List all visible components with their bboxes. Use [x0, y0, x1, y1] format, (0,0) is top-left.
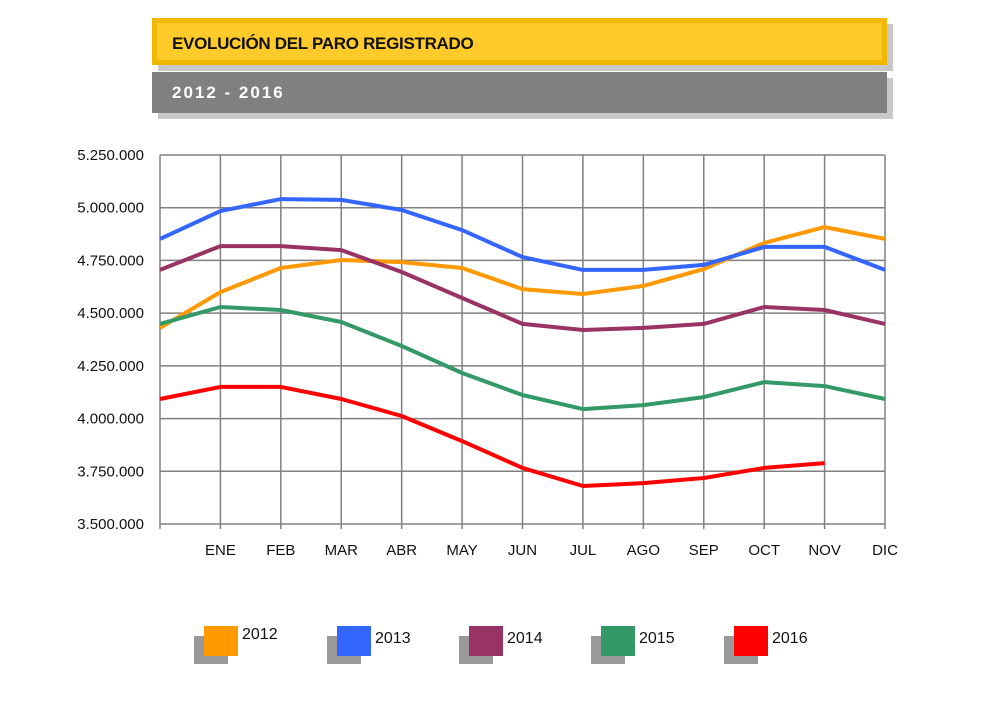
series-line-2015: [159, 305, 886, 412]
chart-subtitle: 2012 - 2016: [172, 83, 285, 102]
x-tick-label: OCT: [748, 542, 780, 559]
chart-title: EVOLUCIÓN DEL PARO REGISTRADO: [172, 34, 474, 53]
y-tick-label: 3.750.000: [77, 463, 144, 480]
legend-label: 2015: [639, 630, 675, 647]
legend-label: 2014: [507, 630, 543, 647]
y-tick-label: 4.000.000: [77, 411, 144, 428]
x-tick-label: ABR: [386, 542, 417, 559]
x-tick-label: ENE: [205, 542, 236, 559]
legend-label: 2012: [242, 626, 278, 643]
x-tick-label: MAY: [446, 542, 477, 559]
series-line-2012: [158, 225, 886, 330]
legend-swatch: [469, 626, 503, 656]
x-tick-label: AGO: [627, 542, 660, 559]
x-tick-label: DIC: [872, 542, 898, 559]
legend-swatch: [734, 626, 768, 656]
y-tick-label: 5.250.000: [77, 147, 144, 164]
x-tick-label: NOV: [808, 542, 841, 559]
series-line-2013: [159, 197, 886, 272]
x-tick-label: JUL: [570, 542, 597, 559]
chart-title-banner: EVOLUCIÓN DEL PARO REGISTRADO: [152, 18, 887, 65]
x-tick-label: JUN: [508, 542, 537, 559]
legend-label: 2013: [375, 630, 411, 647]
y-tick-label: 4.500.000: [77, 305, 144, 322]
y-tick-label: 3.500.000: [77, 516, 144, 533]
x-tick-label: MAR: [325, 542, 359, 559]
x-tick-label: FEB: [266, 542, 295, 559]
series-line-2014: [159, 244, 886, 332]
legend-swatch: [204, 626, 238, 656]
y-tick-label: 5.000.000: [77, 200, 144, 217]
legend-swatch: [601, 626, 635, 656]
y-tick-label: 4.250.000: [77, 358, 144, 375]
chart-subtitle-banner: 2012 - 2016: [152, 72, 887, 113]
y-tick-label: 4.750.000: [77, 252, 144, 269]
x-tick-label: SEP: [689, 542, 719, 559]
legend-swatch: [337, 626, 371, 656]
series-line-2016: [159, 384, 825, 488]
legend-label: 2016: [772, 630, 808, 647]
